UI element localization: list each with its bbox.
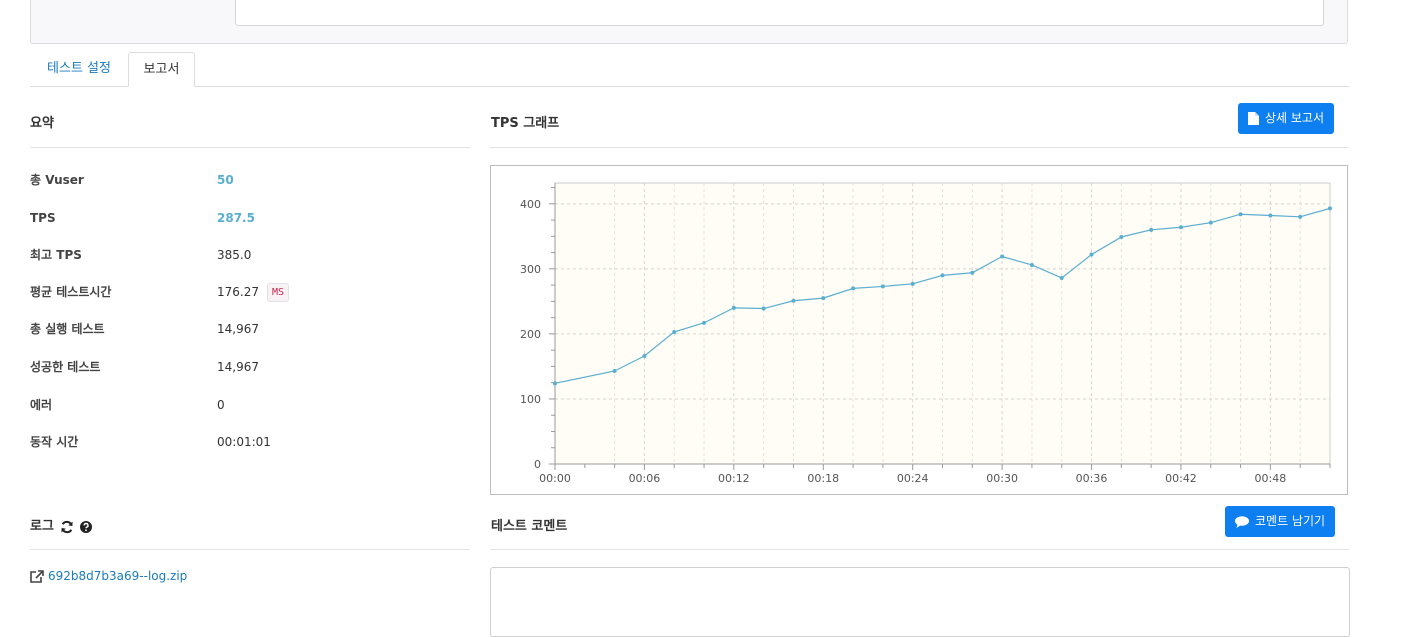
summary-label-success-tests: 성공한 테스트 [30, 360, 101, 374]
tps-data-point [910, 281, 915, 286]
y-tick-label: 300 [520, 263, 541, 276]
x-tick-label: 00:24 [897, 472, 929, 485]
y-tick-label: 200 [520, 328, 541, 341]
x-tick-label: 00:06 [629, 472, 661, 485]
tps-graph-title: TPS 그래프 [491, 116, 560, 131]
log-title: 로그 [30, 519, 54, 534]
tps-data-point [553, 381, 557, 386]
x-tick-label: 00:42 [1165, 472, 1197, 485]
tps-data-point [1059, 275, 1064, 280]
tps-data-point [1149, 227, 1154, 232]
summary-value-success-tests: 14,967 [217, 360, 259, 374]
comment-icon [1235, 515, 1249, 528]
summary-label-run-time: 동작 시간 [30, 435, 79, 449]
y-tick-label: 400 [520, 198, 541, 211]
log-file-name: 692b8d7b3a69--log.zip [48, 569, 188, 583]
tab-test-settings[interactable]: 테스트 설정 [47, 61, 111, 76]
y-tick-label: 0 [534, 458, 541, 471]
summary-label-errors: 에러 [30, 398, 53, 412]
test-comment-title: 테스트 코멘트 [491, 519, 568, 534]
unit-badge-ms: MS [267, 283, 290, 302]
x-tick-label: 00:48 [1255, 472, 1287, 485]
summary-value-mean-test-time: 176.27 [217, 285, 259, 299]
top-panel [30, 0, 1348, 44]
detail-report-button-label: 상세 보고서 [1265, 111, 1325, 125]
external-link-icon [30, 569, 44, 583]
summary-label-mean-test-time: 평균 테스트시간 [30, 285, 112, 299]
summary-value-total-tests: 14,967 [217, 322, 259, 336]
tps-data-point [612, 368, 617, 373]
x-tick-label: 00:00 [539, 472, 571, 485]
summary-label-peak-tps: 최고 TPS [30, 248, 82, 262]
tps-data-point [1178, 225, 1183, 230]
log-file-link[interactable]: 692b8d7b3a69--log.zip [30, 567, 187, 585]
summary-value-vuser: 50 [217, 173, 234, 187]
summary-value-run-time: 00:01:01 [217, 435, 271, 449]
summary-value-peak-tps: 385.0 [217, 248, 252, 262]
tps-data-point [672, 329, 677, 334]
tps-chart: 0 100 200 300 400 00:00 00:06 00:12 00:18 00:24 00… [490, 165, 1348, 495]
x-tick-label: 00:30 [986, 472, 1018, 485]
tps-data-point [880, 284, 885, 289]
x-tick-label: 00:18 [807, 472, 839, 485]
tps-data-point [970, 270, 975, 275]
tps-chart-svg: 0 100 200 300 400 00:00 00:06 00:12 00:18 00:24 00… [520, 182, 1332, 485]
detail-report-button[interactable]: 상세 보고서 [1238, 103, 1335, 134]
tps-data-point [1238, 212, 1243, 217]
comment-area[interactable] [490, 567, 1350, 637]
question-circle-icon[interactable] [79, 521, 92, 533]
log-divider [30, 549, 470, 550]
leave-comment-button[interactable]: 코멘트 남기기 [1225, 506, 1336, 537]
x-tick-label: 00:12 [718, 472, 750, 485]
graph-divider [490, 147, 1349, 148]
tps-data-point [1119, 234, 1124, 239]
comment-divider [490, 549, 1349, 550]
report-tabs: 테스트 설정 보고서 [30, 52, 1349, 87]
tps-data-point [821, 296, 826, 301]
tps-data-point [940, 273, 945, 278]
refresh-icon[interactable] [60, 520, 74, 534]
summary-divider [30, 147, 470, 148]
tps-data-point [702, 320, 707, 325]
tps-data-point [731, 305, 736, 310]
tps-data-point [1328, 206, 1332, 211]
y-tick-label: 100 [520, 393, 541, 406]
summary-title: 요약 [30, 116, 54, 131]
tab-report[interactable]: 보고서 [128, 52, 195, 87]
x-tick-label: 00:36 [1076, 472, 1108, 485]
summary-value-tps: 287.5 [217, 211, 255, 225]
tps-data-point [1298, 214, 1303, 219]
tps-data-point [1268, 213, 1273, 218]
tps-data-point [851, 286, 856, 291]
tps-data-point [791, 298, 796, 303]
tps-data-point [1089, 252, 1094, 257]
file-icon [1248, 112, 1259, 125]
log-header: 로그 [30, 517, 92, 537]
summary-label-tps: TPS [30, 211, 56, 225]
tps-data-point [1000, 254, 1005, 259]
summary-value-errors: 0 [217, 398, 225, 412]
tps-data-point [761, 306, 766, 311]
tps-series-line [554, 207, 1331, 384]
top-input-area[interactable] [235, 0, 1324, 26]
tps-data-point [1208, 220, 1213, 225]
summary-label-vuser: 총 Vuser [30, 173, 84, 187]
summary-label-total-tests: 총 실행 테스트 [30, 322, 105, 336]
leave-comment-button-label: 코멘트 남기기 [1255, 514, 1326, 528]
tps-data-point [642, 354, 647, 359]
tps-data-point [1029, 262, 1034, 267]
